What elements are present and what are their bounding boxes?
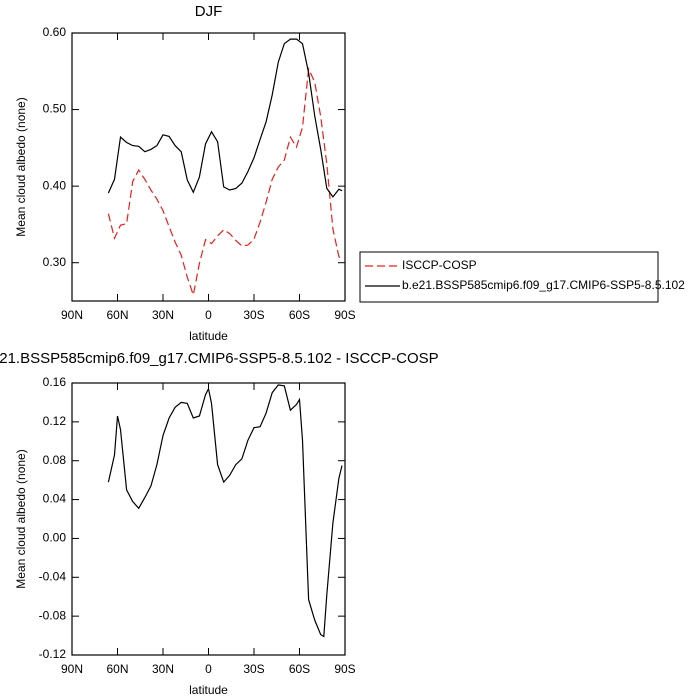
x-tick-label: 90N [61, 308, 83, 322]
x-tick-label: 60N [106, 308, 128, 322]
y-tick-label: -0.12 [39, 647, 67, 661]
y-tick-label: 0.04 [43, 492, 67, 506]
y-axis-label: Mean cloud albedo (none) [14, 97, 28, 236]
x-tick-label: 90S [334, 308, 355, 322]
x-tick-label: 60S [289, 662, 310, 676]
data-line [107, 66, 343, 298]
y-tick-label: 0.60 [43, 25, 67, 39]
x-tick-label: 30S [243, 308, 264, 322]
y-tick-label: 0.12 [43, 414, 67, 428]
legend-box [359, 251, 659, 303]
x-tick-label: 30S [243, 662, 264, 676]
y-tick-label: 0.30 [43, 255, 67, 269]
x-tick-label: 60N [106, 662, 128, 676]
chart-title: DJF [195, 3, 223, 20]
y-axis-label: Mean cloud albedo (none) [14, 449, 28, 588]
chart-title: b.e21.BSSP585cmip6.f09_g17.CMIP6-SSP5-8.… [0, 350, 439, 367]
data-line [107, 38, 343, 198]
y-tick-label: 0.00 [43, 531, 67, 545]
data-line [107, 384, 343, 638]
legend-label: ISCCP-COSP [402, 258, 477, 272]
x-tick-label: 0 [205, 662, 212, 676]
y-tick-label: -0.08 [39, 608, 67, 622]
y-tick-label: 0.08 [43, 453, 67, 467]
y-tick-label: 0.50 [43, 102, 67, 116]
x-tick-label: 60S [289, 308, 310, 322]
plot-frame [71, 32, 346, 302]
x-axis-label: latitude [189, 329, 228, 343]
y-tick-label: 0.40 [43, 178, 67, 192]
x-axis-label: latitude [189, 683, 228, 697]
y-tick-label: -0.04 [39, 569, 67, 583]
x-tick-label: 90N [61, 662, 83, 676]
plot-frame [71, 382, 346, 656]
x-tick-label: 90S [334, 662, 355, 676]
legend-label: b.e21.BSSP585cmip6.f09_g17.CMIP6-SSP5-8.… [402, 278, 685, 292]
x-tick-label: 30N [152, 662, 174, 676]
x-tick-label: 0 [205, 308, 212, 322]
y-tick-label: 0.16 [43, 375, 67, 389]
x-tick-label: 30N [152, 308, 174, 322]
